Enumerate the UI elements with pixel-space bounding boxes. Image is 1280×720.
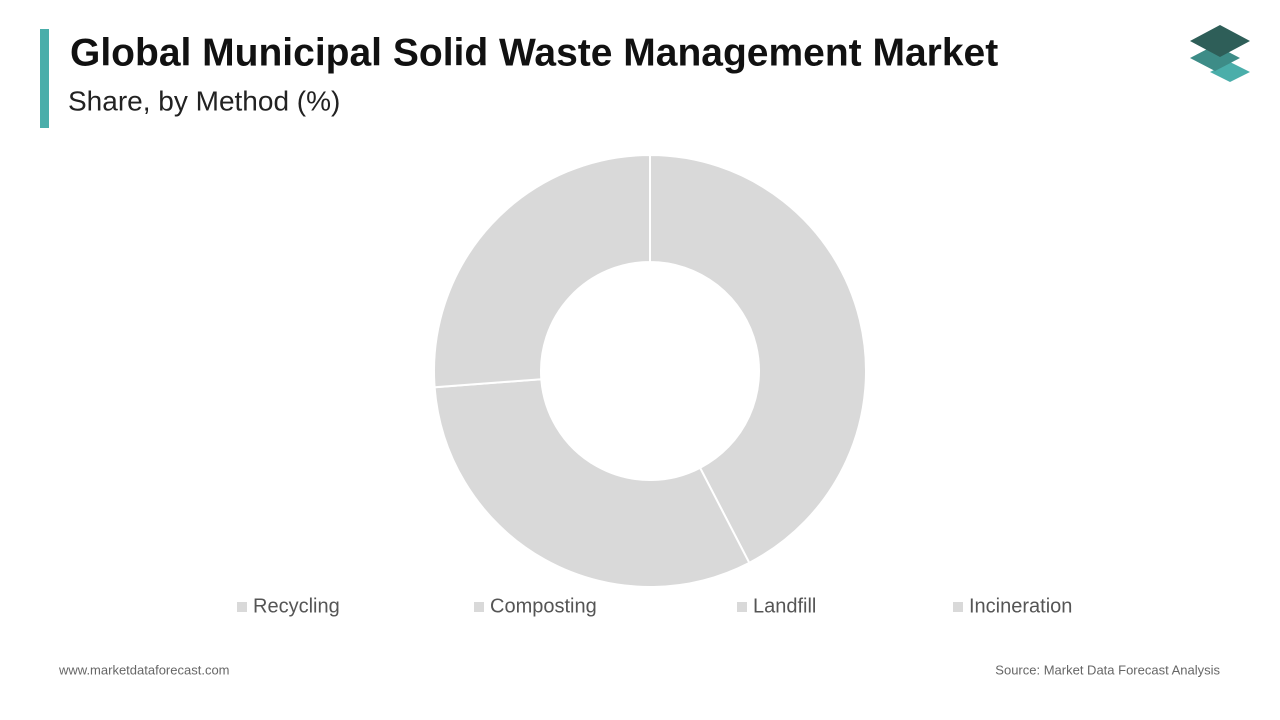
- slice: [649, 153, 867, 565]
- legend-label: Landfill: [753, 595, 816, 617]
- legend-swatch: [737, 602, 747, 612]
- title-accent: [40, 29, 49, 128]
- website: www.marketdataforecast.com: [58, 662, 230, 677]
- legend-label: Incineration: [969, 595, 1072, 617]
- legend-swatch: [474, 602, 484, 612]
- legend-label: Recycling: [253, 595, 340, 617]
- chart-subtitle: Share, by Method (%): [68, 85, 340, 116]
- legend-label: Composting: [490, 595, 597, 617]
- source: Source: Market Data Forecast Analysis: [995, 662, 1220, 677]
- legend-swatch: [237, 602, 247, 612]
- legend-swatch: [953, 602, 963, 612]
- slice: [433, 153, 651, 389]
- logo: [1190, 25, 1250, 82]
- slice: [433, 378, 751, 588]
- chart-title: Global Municipal Solid Waste Management …: [70, 31, 998, 74]
